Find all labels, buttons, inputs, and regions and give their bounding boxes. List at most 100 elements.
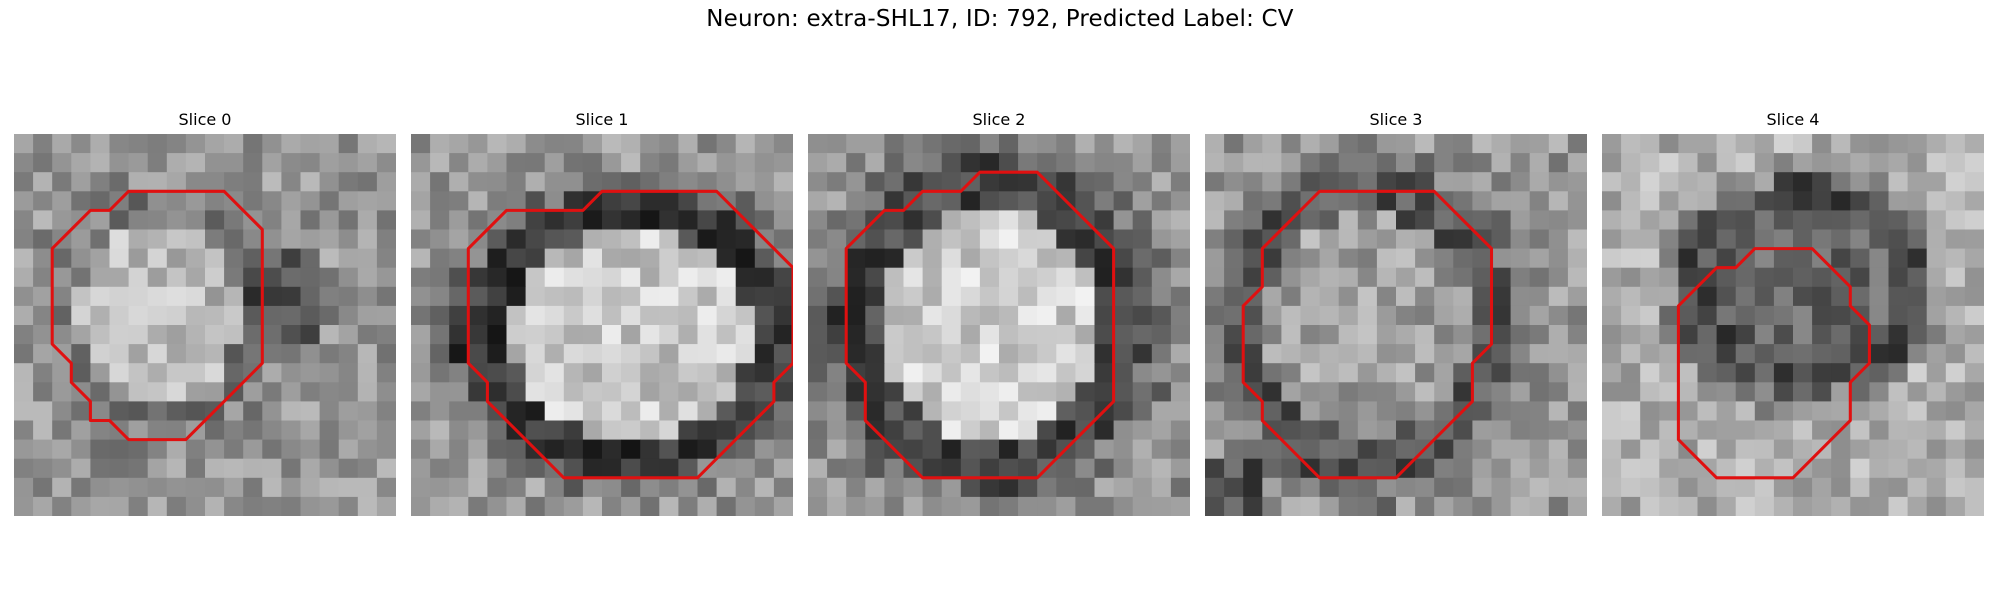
pixel-cell: [999, 439, 1019, 460]
pixel-cell: [582, 496, 603, 516]
pixel-cell: [865, 363, 885, 383]
pixel-cell: [33, 229, 53, 249]
pixel-cell: [1869, 401, 1889, 421]
pixel-cell: [468, 420, 488, 440]
pixel-cell: [1640, 305, 1660, 326]
pixel-cell: [525, 248, 546, 269]
pixel-cell: [1602, 305, 1622, 326]
pixel-cell: [1548, 458, 1569, 479]
pixel-cell: [449, 325, 469, 345]
pixel-cell: [376, 248, 396, 269]
pixel-cell: [1319, 382, 1340, 402]
pixel-cell: [773, 172, 793, 192]
pixel-cell: [205, 267, 225, 288]
pixel-cell: [1243, 229, 1263, 249]
pixel-cell: [243, 248, 263, 269]
pixel-cell: [1510, 267, 1531, 288]
pixel-cell: [846, 477, 866, 498]
pixel-cell: [1453, 420, 1473, 440]
pixel-cell: [1548, 344, 1569, 364]
pixel-cell: [1548, 496, 1569, 516]
pixel-cell: [1338, 439, 1359, 460]
pixel-cell: [1869, 267, 1889, 288]
pixel-cell: [1113, 420, 1134, 440]
pixel-cell: [1472, 363, 1492, 383]
pixel-cell: [506, 458, 526, 479]
pixel-cell: [582, 363, 603, 383]
pixel-cell: [1170, 344, 1190, 364]
pixel-cell: [1850, 248, 1870, 269]
pixel-cell: [90, 439, 110, 460]
pixel-cell: [1850, 325, 1870, 345]
pixel-cell: [262, 477, 282, 498]
slice-title: Slice 3: [1369, 110, 1423, 129]
pixel-cell: [865, 305, 885, 326]
pixel-cell: [1396, 153, 1416, 173]
pixel-cell: [1262, 248, 1282, 269]
pixel-cell: [1357, 401, 1378, 421]
pixel-cell: [71, 477, 91, 498]
pixel-cell: [525, 267, 546, 288]
pixel-cell: [922, 172, 943, 192]
pixel-cell: [1472, 134, 1492, 154]
pixel-cell: [697, 344, 717, 364]
pixel-cell: [846, 325, 866, 345]
pixel-cell: [506, 382, 526, 402]
pixel-cell: [1926, 401, 1947, 421]
pixel-cell: [1850, 286, 1870, 307]
pixel-cell: [1548, 191, 1569, 211]
pixel-cell: [621, 210, 641, 230]
pixel-cell: [411, 305, 431, 326]
pixel-cell: [1773, 267, 1794, 288]
pixel-cell: [376, 134, 396, 154]
pixel-cell: [960, 191, 981, 211]
pixel-cell: [1926, 496, 1947, 516]
pixel-cell: [33, 401, 53, 421]
pixel-cell: [1243, 191, 1263, 211]
pixel-cell: [1945, 229, 1966, 249]
pixel-cell: [903, 325, 923, 345]
pixel-cell: [827, 267, 847, 288]
pixel-cell: [960, 382, 981, 402]
pixel-cell: [544, 477, 565, 498]
pixel-cell: [71, 401, 91, 421]
pixel-cell: [1735, 382, 1756, 402]
pixel-cell: [1472, 248, 1492, 269]
pixel-cell: [243, 267, 263, 288]
pixel-cell: [659, 363, 679, 383]
pixel-cell: [1262, 496, 1282, 516]
pixel-cell: [1831, 153, 1851, 173]
pixel-cell: [1281, 458, 1301, 479]
pixel-cell: [262, 286, 282, 307]
pixel-cell: [1754, 134, 1775, 154]
pixel-cell: [922, 439, 943, 460]
pixel-cell: [1075, 344, 1095, 364]
pixel-cell: [1621, 210, 1641, 230]
pixel-cell: [1472, 286, 1492, 307]
pixel-cell: [52, 325, 72, 345]
pixel-cell: [1224, 420, 1244, 440]
pixel-cell: [1415, 382, 1435, 402]
pixel-cell: [1529, 229, 1550, 249]
pixel-cell: [281, 344, 301, 364]
pixel-cell: [449, 153, 469, 173]
pixel-cell: [109, 267, 129, 288]
pixel-cell: [941, 267, 962, 288]
pixel-cell: [1888, 172, 1908, 192]
pixel-cell: [376, 382, 396, 402]
pixel-cell: [338, 420, 359, 440]
pixel-cell: [1793, 267, 1813, 288]
pixel-cell: [1319, 210, 1340, 230]
pixel-cell: [1205, 210, 1225, 230]
pixel-cell: [1831, 248, 1851, 269]
pixel-cell: [1472, 267, 1492, 288]
pixel-cell: [1434, 172, 1454, 192]
pixel-cell: [999, 286, 1019, 307]
pixel-cell: [659, 248, 679, 269]
pixel-cell: [827, 496, 847, 516]
pixel-cell: [1716, 458, 1737, 479]
pixel-cell: [147, 172, 168, 192]
pixel-cell: [1037, 363, 1057, 383]
pixel-cell: [1812, 172, 1832, 192]
pixel-cell: [1945, 420, 1966, 440]
